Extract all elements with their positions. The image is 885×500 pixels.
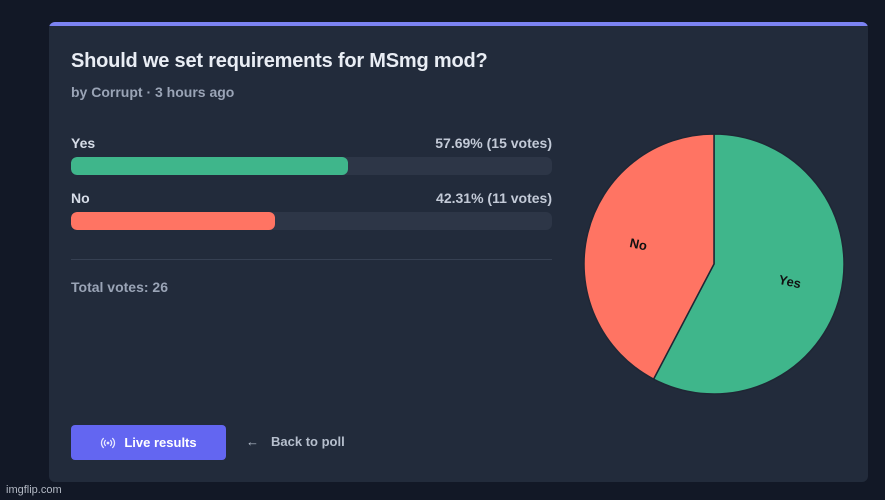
arrow-left-icon: ← [246,434,259,449]
option-no: No 42.31% (11 votes) [71,190,552,245]
option-progress-track [71,157,552,175]
broadcast-icon [100,436,116,450]
poll-title: Should we set requirements for MSmg mod? [71,50,488,72]
option-progress-fill [71,212,275,230]
divider [71,259,552,260]
live-results-label: Live results [124,435,197,450]
pie-slice-yes [652,133,845,395]
total-votes: Total votes: 26 [71,279,168,295]
option-yes: Yes 57.69% (15 votes) [71,135,552,190]
option-stat: 42.31% (11 votes) [436,190,552,206]
watermark: imgflip.com [6,484,62,496]
pie-slice-no [583,133,715,381]
option-stat: 57.69% (15 votes) [435,135,552,151]
poll-card: Should we set requirements for MSmg mod?… [49,22,868,482]
pie-label-no: No [628,235,648,253]
option-label: No [71,190,90,206]
option-label: Yes [71,135,96,151]
back-to-poll-link[interactable]: ← Back to poll [246,434,345,449]
pie-label-yes: Yes [777,272,802,291]
option-progress-track [71,212,552,230]
poll-meta: by Corrupt · 3 hours ago [71,84,235,100]
option-progress-fill [71,157,349,175]
back-to-poll-label: Back to poll [271,434,345,449]
results-pie-chart: Yes No [583,133,845,395]
poll-options: Yes 57.69% (15 votes) No 42.31% (11 vote… [71,135,552,245]
live-results-button[interactable]: Live results [71,425,226,460]
